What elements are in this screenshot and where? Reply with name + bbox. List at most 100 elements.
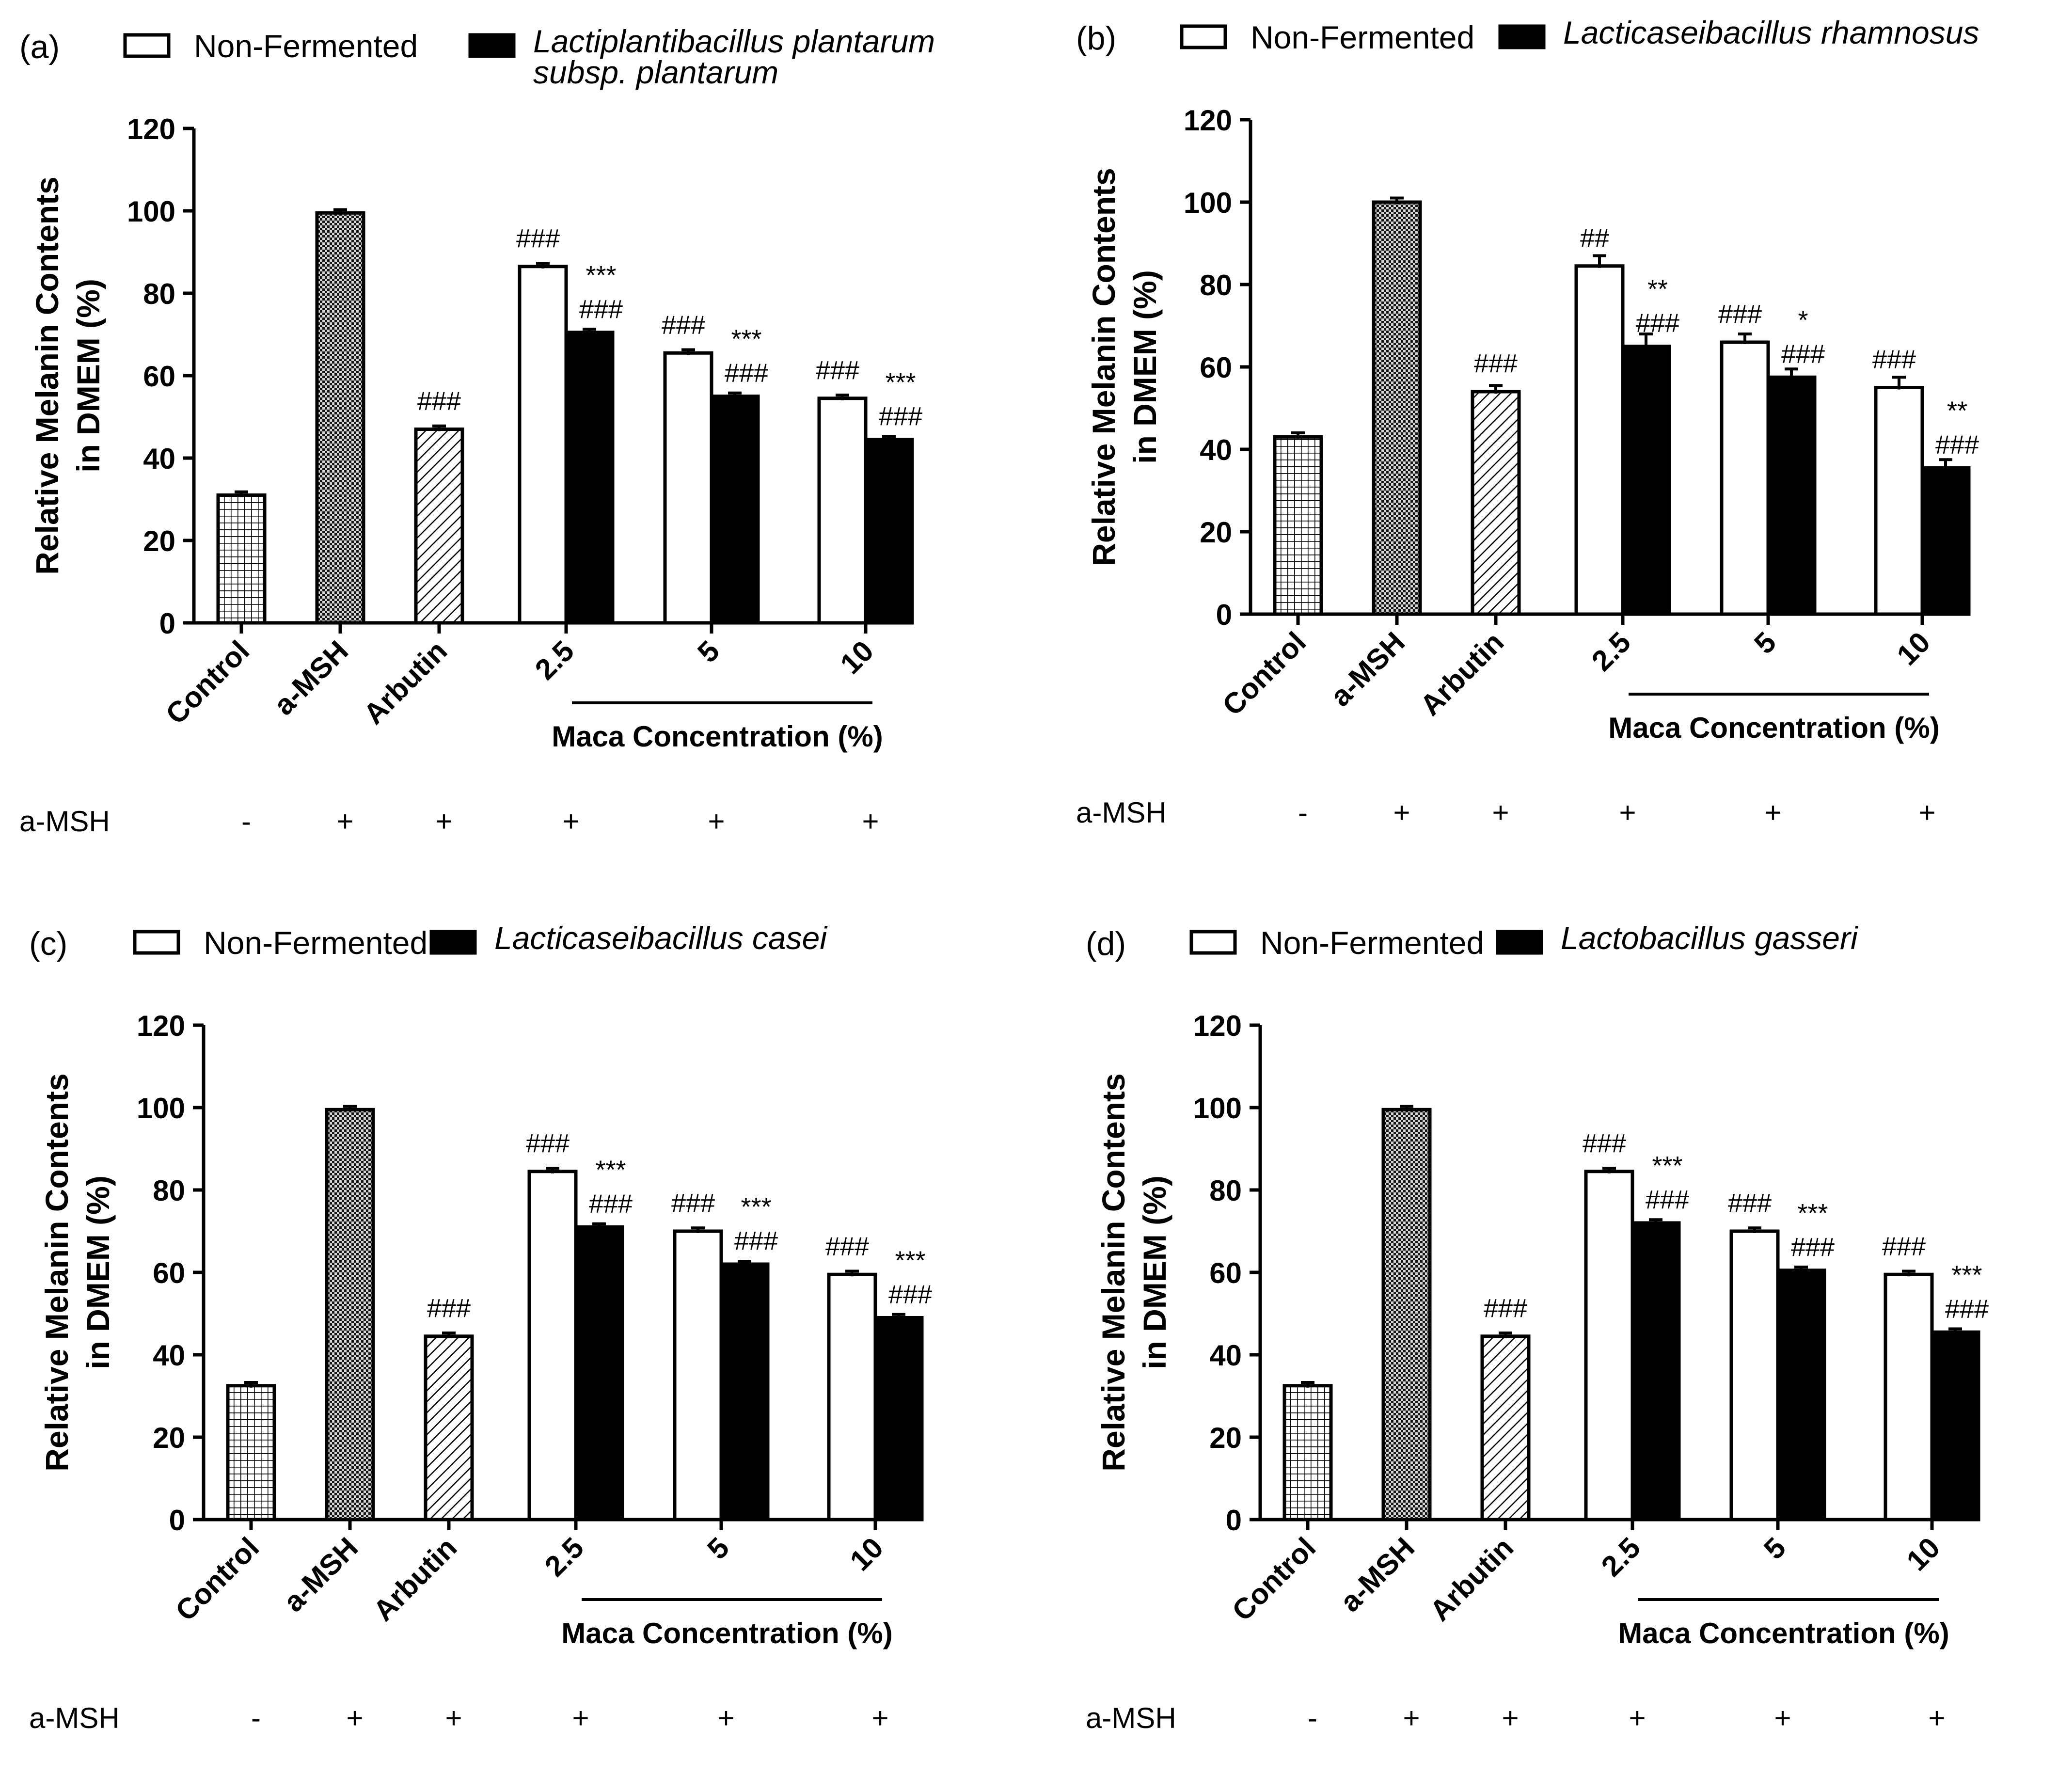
x-tick-label: 5: [691, 634, 726, 669]
significance-label: ###: [1791, 1233, 1835, 1262]
legend-swatch-non-fermented: [1180, 24, 1227, 49]
x-tick-label: Arbutin: [1424, 1531, 1520, 1627]
x-tick-label: 5: [1748, 626, 1782, 660]
y-tick-label: 40: [153, 1339, 185, 1372]
bar-a-msh: [315, 211, 365, 625]
treatment-sign: +: [1629, 1702, 1646, 1734]
significance-label: **: [1647, 275, 1668, 304]
significance-label: ***: [1652, 1151, 1682, 1180]
significance-label: ***: [895, 1246, 925, 1275]
bar-non-fermented: [1584, 1170, 1634, 1522]
treatment-sign: +: [346, 1702, 363, 1734]
x-tick-label: a-MSH: [268, 634, 354, 721]
significance-label: ###: [589, 1189, 633, 1219]
legend-label-non-fermented: Non-Fermented: [1251, 19, 1474, 55]
treatment-sign: +: [1619, 796, 1636, 829]
y-axis-label: in DMEM (%): [70, 279, 106, 473]
bar-non-fermented: [817, 396, 868, 625]
legend-label-non-fermented: Non-Fermented: [194, 28, 418, 64]
bar-fermented: [1631, 1221, 1681, 1522]
bar-a-msh: [1381, 1108, 1432, 1522]
significance-label: ###: [1484, 1294, 1527, 1323]
treatment-row-label: a-MSH: [1086, 1702, 1176, 1734]
treatment-sign: -: [1298, 796, 1308, 829]
bar-arbutin: [1471, 390, 1521, 616]
y-tick-label: 120: [1184, 104, 1232, 137]
legend-label-non-fermented: Non-Fermented: [1260, 925, 1484, 961]
significance-label: ###: [816, 356, 859, 385]
x-tick-label: Control: [1216, 626, 1312, 722]
bar-arbutin: [424, 1334, 474, 1522]
y-tick-label: 40: [1209, 1339, 1242, 1372]
significance-label: ###: [1882, 1232, 1926, 1261]
significance-label: ###: [1636, 309, 1679, 338]
bar-fermented: [1776, 1269, 1826, 1522]
significance-label: ###: [1781, 339, 1825, 368]
significance-label: ###: [1583, 1129, 1626, 1158]
bar-non-fermented: [1884, 1272, 1934, 1522]
bar-fermented: [1621, 345, 1671, 616]
bar-fermented: [710, 395, 760, 625]
x-tick-label: 10: [1900, 1531, 1947, 1577]
y-tick-label: 40: [143, 443, 175, 475]
treatment-sign: +: [445, 1702, 462, 1734]
treatment-sign: -: [1308, 1702, 1317, 1734]
bar-fermented: [719, 1262, 770, 1522]
y-tick-label: 80: [153, 1174, 185, 1207]
treatment-row-label: a-MSH: [29, 1702, 120, 1734]
legend-label-fermented: Lacticaseibacillus rhamnosus: [1563, 15, 1979, 50]
y-tick-label: 100: [137, 1092, 185, 1125]
x-tick-label: a-MSH: [1324, 626, 1411, 713]
bar-fermented: [1930, 1330, 1980, 1522]
significance-label: ***: [731, 325, 761, 354]
significance-label: ##: [1580, 223, 1609, 253]
significance-label: ###: [1935, 430, 1979, 459]
group-label: Maca Concentration (%): [1608, 712, 1939, 744]
significance-label: ###: [1945, 1294, 1989, 1323]
significance-label: ***: [885, 368, 916, 397]
treatment-sign: +: [1764, 796, 1781, 829]
treatment-sign: -: [251, 1702, 261, 1734]
x-tick-label: 5: [701, 1531, 735, 1566]
bar-control: [226, 1384, 276, 1522]
bar-a-msh: [325, 1108, 375, 1522]
significance-label: *: [1798, 305, 1808, 334]
legend-swatch-fermented: [1496, 930, 1543, 955]
treatment-row-label: a-MSH: [1076, 796, 1167, 829]
significance-label: ###: [1474, 349, 1518, 378]
legend-label-fermented: Lactobacillus gasseri: [1561, 920, 1859, 956]
group-label: Maca Concentration (%): [552, 720, 883, 753]
group-label: Maca Concentration (%): [561, 1617, 892, 1649]
y-tick-label: 20: [1209, 1422, 1242, 1454]
treatment-sign: -: [241, 805, 251, 838]
y-tick-label: 20: [153, 1422, 185, 1454]
treatment-sign: +: [336, 805, 353, 838]
significance-label: ###: [671, 1189, 715, 1218]
significance-label: ###: [1872, 345, 1916, 374]
x-tick-label: Arbutin: [1414, 626, 1510, 722]
significance-label: ###: [516, 224, 560, 253]
y-axis-label: in DMEM (%): [1137, 1175, 1172, 1369]
x-tick-label: 2.5: [1595, 1531, 1646, 1583]
legend-label-fermented: Lacticaseibacillus casei: [494, 920, 828, 956]
significance-label: ###: [427, 1294, 471, 1323]
significance-label: ###: [526, 1129, 570, 1158]
panel-label: (d): [1086, 925, 1126, 962]
y-tick-label: 0: [169, 1504, 185, 1537]
x-tick-label: 2.5: [1585, 626, 1637, 677]
significance-label: ###: [662, 310, 705, 339]
group-label: Maca Concentration (%): [1618, 1617, 1949, 1649]
treatment-sign: +: [562, 805, 579, 838]
y-tick-label: 60: [1200, 351, 1232, 384]
x-tick-label: Arbutin: [357, 634, 453, 730]
panel-b: (b) Non-Fermented Lacticaseibacillus rhamn…: [1076, 15, 1979, 829]
significance-label: ###: [1718, 300, 1762, 329]
bar-non-fermented: [673, 1229, 723, 1522]
significance-label: ***: [1797, 1199, 1828, 1228]
bar-control: [1282, 1384, 1333, 1522]
y-tick-label: 80: [143, 278, 175, 310]
legend-label-fermented: Lactiplantibacillus plantarum: [533, 23, 935, 59]
y-tick-label: 60: [1209, 1257, 1242, 1289]
y-tick-label: 60: [153, 1257, 185, 1289]
